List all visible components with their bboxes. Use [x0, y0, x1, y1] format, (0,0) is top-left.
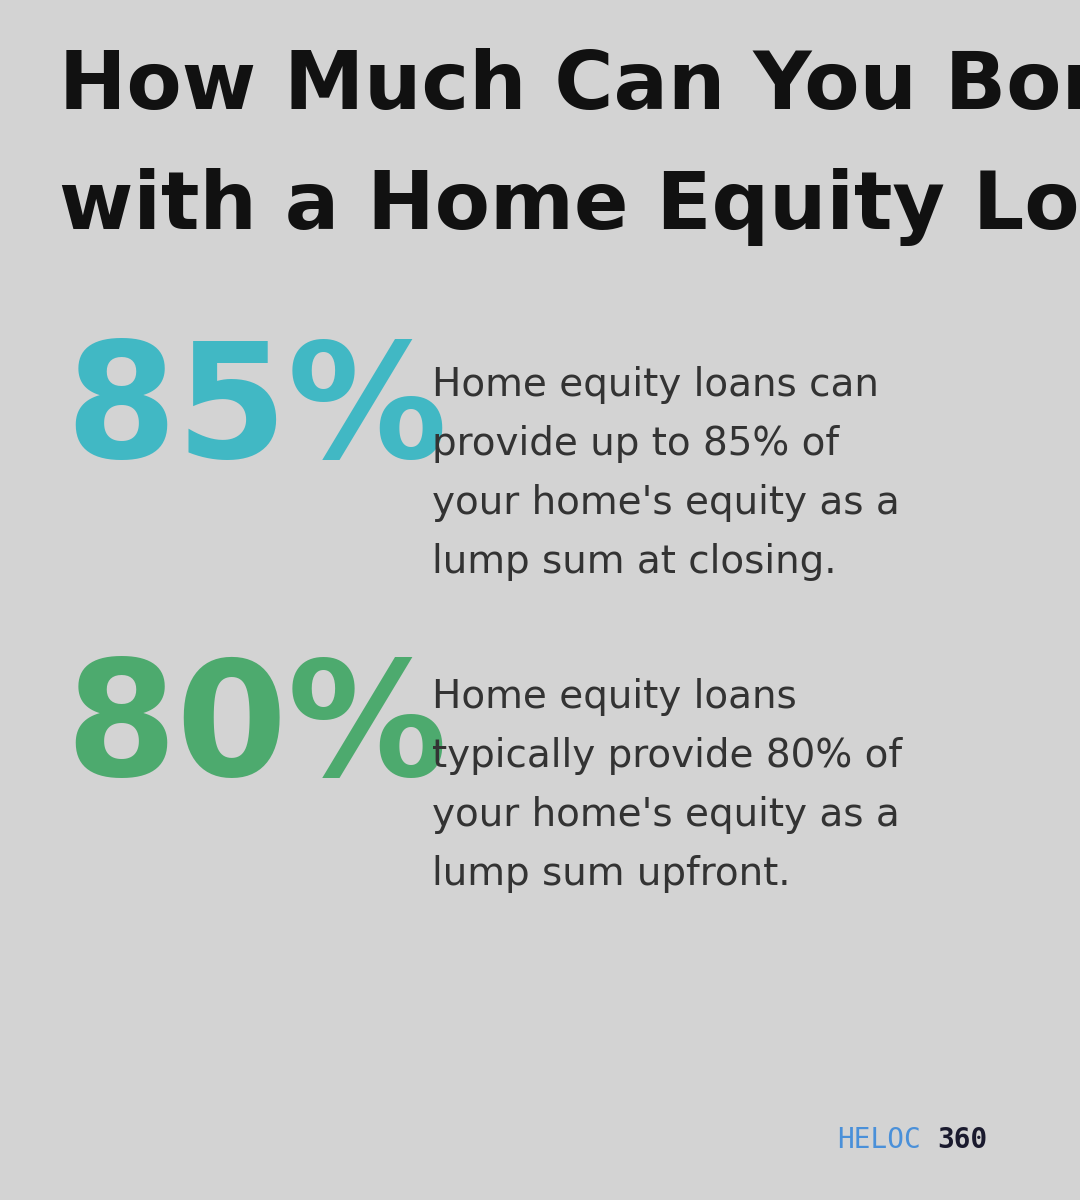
Text: 85%: 85% [65, 336, 447, 491]
Text: with a Home Equity Loan?: with a Home Equity Loan? [59, 168, 1080, 246]
Text: 80%: 80% [65, 654, 447, 809]
Text: 360: 360 [937, 1126, 988, 1154]
Text: HELOC: HELOC [837, 1126, 921, 1154]
Text: Home equity loans can
provide up to 85% of
your home's equity as a
lump sum at c: Home equity loans can provide up to 85% … [432, 366, 900, 581]
Text: Home equity loans
typically provide 80% of
your home's equity as a
lump sum upfr: Home equity loans typically provide 80% … [432, 678, 902, 893]
Text: How Much Can You Borrow: How Much Can You Borrow [59, 48, 1080, 126]
